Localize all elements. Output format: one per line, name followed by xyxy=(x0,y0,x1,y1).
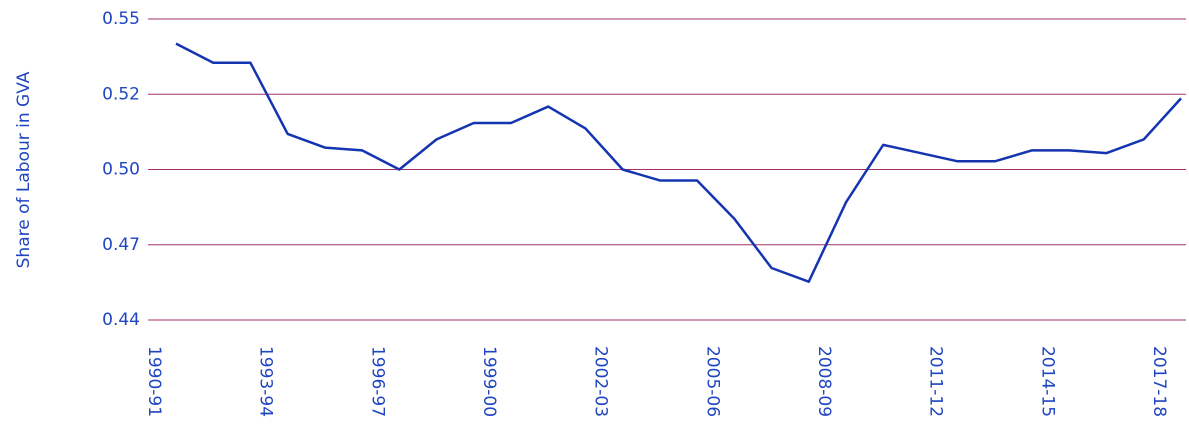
x-tick-label: 1990-91 xyxy=(144,346,164,417)
x-tick-label: 2014-15 xyxy=(1037,346,1057,417)
x-tick-label: 2002-03 xyxy=(591,346,611,417)
y-tick-label: 0.50 xyxy=(102,160,140,180)
y-tick-label: 0.47 xyxy=(102,235,140,255)
y-tick-label: 0.52 xyxy=(102,84,140,104)
x-tick-label: 1996-97 xyxy=(367,346,387,417)
x-tick-label: 1993-94 xyxy=(256,346,276,417)
data-line xyxy=(175,42,1182,283)
x-tick-label: 2011-12 xyxy=(926,346,946,417)
x-tick-label: 1999-00 xyxy=(479,346,499,417)
x-tick-label: 2008-09 xyxy=(814,346,834,417)
y-tick-label: 0.55 xyxy=(102,9,140,29)
x-tick-label: 2005-06 xyxy=(702,346,722,417)
y-tick-label: 0.44 xyxy=(102,310,140,330)
x-tick-label: 2017-18 xyxy=(1149,346,1169,417)
y-axis-label: Share of Labour in GVA xyxy=(14,71,34,268)
